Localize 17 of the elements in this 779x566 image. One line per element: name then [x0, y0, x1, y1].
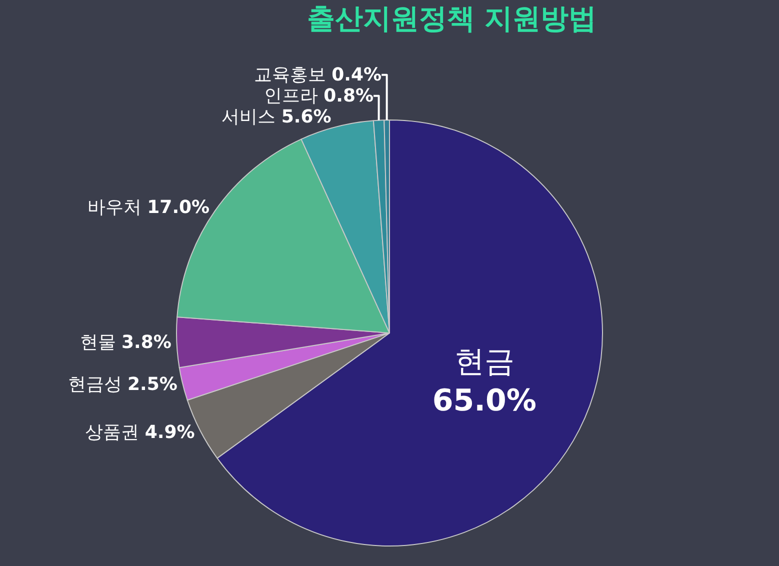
data-label: 65.0%: [432, 383, 536, 418]
data-label: 2.5%: [128, 374, 178, 396]
data-label: 4.9%: [144, 422, 195, 443]
slice-label: 현금성: [68, 374, 122, 396]
slice-label: 바우처: [87, 197, 142, 218]
slice-label: 인프라: [264, 85, 318, 106]
chart-title: 출산지원정책 지원방법: [306, 2, 597, 36]
data-label: 0.4%: [332, 64, 382, 86]
data-label: 0.8%: [324, 85, 374, 106]
data-label: 3.8%: [122, 332, 172, 353]
slice-label: 교육홍보: [254, 64, 326, 86]
slice-label: 상품권: [85, 422, 140, 443]
slice-label: 현물: [80, 332, 116, 353]
slice-label: 현금: [454, 344, 514, 380]
data-label: 5.6%: [281, 106, 332, 128]
data-label: 17.0%: [147, 197, 210, 218]
slice-label: 서비스: [222, 106, 276, 128]
